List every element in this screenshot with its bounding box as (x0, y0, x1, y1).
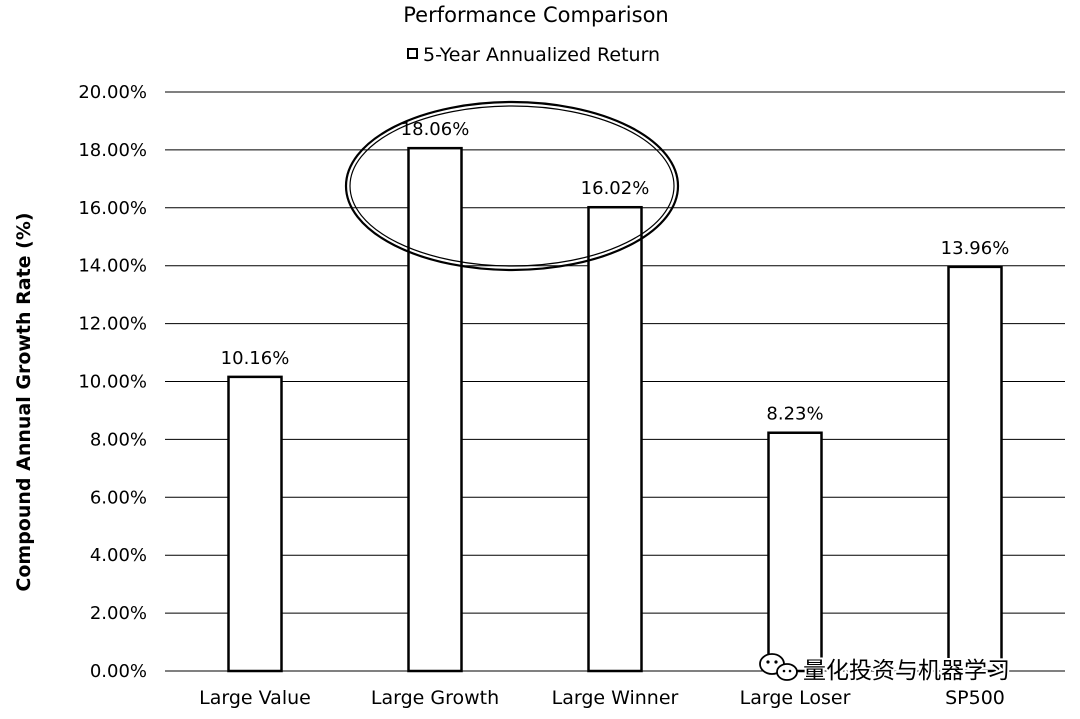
data-label: 13.96% (941, 238, 1010, 259)
data-label: 16.02% (581, 178, 650, 199)
legend: 5-Year Annualized Return (407, 44, 660, 66)
data-label: 8.23% (766, 404, 823, 425)
x-tick-label: Large Growth (371, 687, 499, 709)
y-tick-label: 10.00% (78, 372, 147, 393)
x-tick-label: Large Value (199, 687, 311, 709)
x-tick-labels: Large Value Large Growth Large Winner Large… (199, 687, 1005, 709)
y-tick-label: 2.00% (90, 603, 147, 624)
data-label: 18.06% (401, 119, 470, 140)
highlight-ellipse (344, 100, 680, 272)
y-axis-title: Compound Annual Growth Rate (%) (13, 212, 35, 591)
y-tick-label: 0.00% (90, 661, 147, 682)
data-labels: 10.16% 18.06% 16.02% 8.23% 13.96% (221, 119, 1010, 425)
bar-large-winner (587, 205, 643, 673)
bar-sp500 (947, 265, 1003, 673)
y-tick-label: 14.00% (78, 256, 147, 277)
chart-title: Performance Comparison (403, 3, 668, 27)
x-tick-label: Large Loser (740, 687, 851, 709)
watermark-text: 量化投资与机器学习 (803, 658, 1010, 684)
legend-swatch (407, 48, 418, 59)
y-tick-label: 12.00% (78, 314, 147, 335)
data-label: 10.16% (221, 348, 290, 369)
x-tick-label: SP500 (945, 687, 1005, 709)
bar-large-value (227, 375, 283, 673)
bar-large-loser (767, 431, 823, 673)
wechat-icon (759, 653, 798, 681)
watermark: 量化投资与机器学习 (759, 653, 1012, 686)
y-tick-label: 6.00% (90, 487, 147, 508)
y-tick-label: 16.00% (78, 198, 147, 219)
y-tick-label: 18.00% (78, 140, 147, 161)
y-tick-label: 8.00% (90, 429, 147, 450)
y-tick-label: 20.00% (78, 82, 147, 103)
y-tick-label: 4.00% (90, 545, 147, 566)
bars (227, 146, 1003, 673)
x-tick-label: Large Winner (552, 687, 679, 709)
y-tick-labels: 0.00% 2.00% 4.00% 6.00% 8.00% 10.00% 12.00% 14.… (78, 82, 147, 682)
legend-entry: 5-Year Annualized Return (423, 44, 660, 66)
bar-large-growth (407, 146, 463, 673)
